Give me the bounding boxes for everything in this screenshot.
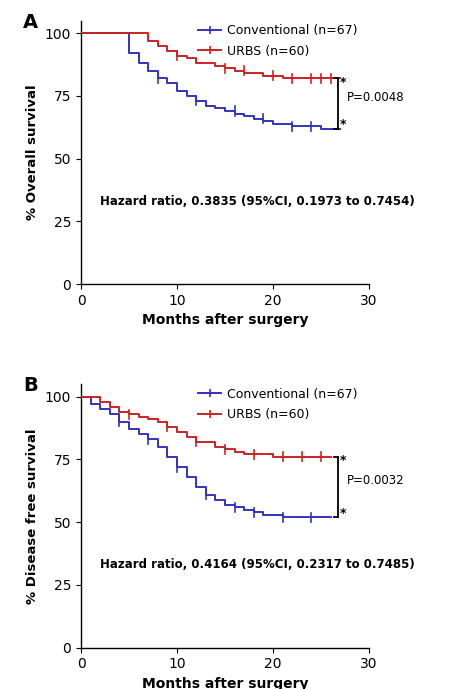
Text: P=0.0032: P=0.0032	[347, 474, 405, 487]
Text: B: B	[23, 376, 38, 395]
Text: *: *	[340, 507, 346, 520]
Y-axis label: % Overall survival: % Overall survival	[27, 85, 39, 220]
Text: *: *	[340, 454, 346, 467]
Legend: Conventional (n=67), URBS (n=60): Conventional (n=67), URBS (n=60)	[194, 19, 363, 63]
Text: P=0.0048: P=0.0048	[347, 91, 405, 103]
Text: Hazard ratio, 0.4164 (95%CI, 0.2317 to 0.7485): Hazard ratio, 0.4164 (95%CI, 0.2317 to 0…	[100, 558, 415, 571]
Text: *: *	[340, 119, 346, 132]
X-axis label: Months after surgery: Months after surgery	[142, 677, 308, 689]
X-axis label: Months after surgery: Months after surgery	[142, 313, 308, 327]
Text: *: *	[340, 76, 346, 89]
Y-axis label: % Disease free survival: % Disease free survival	[27, 428, 39, 604]
Text: A: A	[23, 13, 39, 32]
Legend: Conventional (n=67), URBS (n=60): Conventional (n=67), URBS (n=60)	[194, 382, 363, 426]
Text: Hazard ratio, 0.3835 (95%CI, 0.1973 to 0.7454): Hazard ratio, 0.3835 (95%CI, 0.1973 to 0…	[100, 195, 415, 208]
